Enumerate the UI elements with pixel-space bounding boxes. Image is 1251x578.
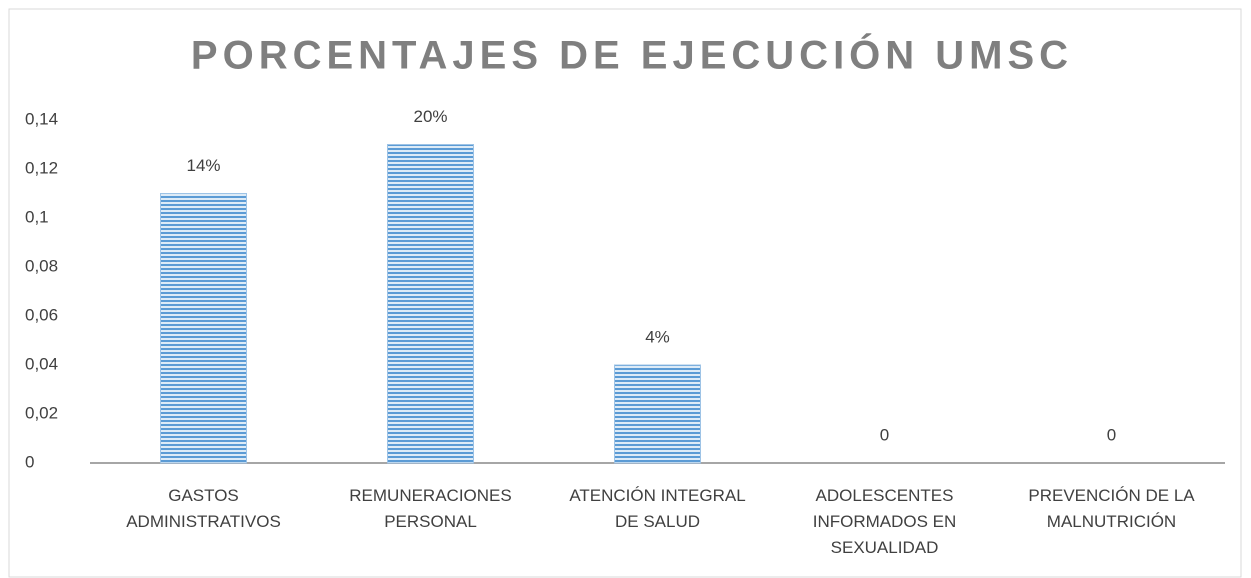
y-tick-label: 0,12 bbox=[25, 158, 58, 177]
x-tick-label: ATENCIÓN INTEGRAL DE SALUD bbox=[569, 486, 746, 531]
x-tick-label: REMUNERACIONES PERSONAL bbox=[349, 486, 512, 531]
bar bbox=[387, 144, 474, 464]
data-label: 20% bbox=[413, 107, 447, 126]
data-label: 0 bbox=[880, 425, 889, 444]
y-tick-label: 0,02 bbox=[25, 403, 58, 422]
x-tick-label: PREVENCIÓN DE LA MALNUTRICIÓN bbox=[1028, 486, 1195, 531]
data-label: 14% bbox=[186, 156, 220, 175]
y-tick-label: 0,1 bbox=[25, 207, 49, 226]
x-tick-label: GASTOS ADMINISTRATIVOS bbox=[126, 486, 281, 531]
y-tick-label: 0,14 bbox=[25, 109, 58, 128]
y-tick-label: 0,04 bbox=[25, 354, 58, 373]
y-tick-label: 0,06 bbox=[25, 305, 58, 324]
data-label: 4% bbox=[645, 327, 670, 346]
bar bbox=[614, 364, 701, 464]
data-label: 0 bbox=[1107, 425, 1116, 444]
y-tick-label: 0,08 bbox=[25, 256, 58, 275]
y-tick-label: 0 bbox=[25, 452, 34, 471]
chart-title: PORCENTAJES DE EJECUCIÓN UMSC bbox=[191, 32, 1073, 78]
bar bbox=[160, 193, 247, 464]
x-tick-label: ADOLESCENTES INFORMADOS EN SEXUALIDAD bbox=[812, 486, 957, 557]
